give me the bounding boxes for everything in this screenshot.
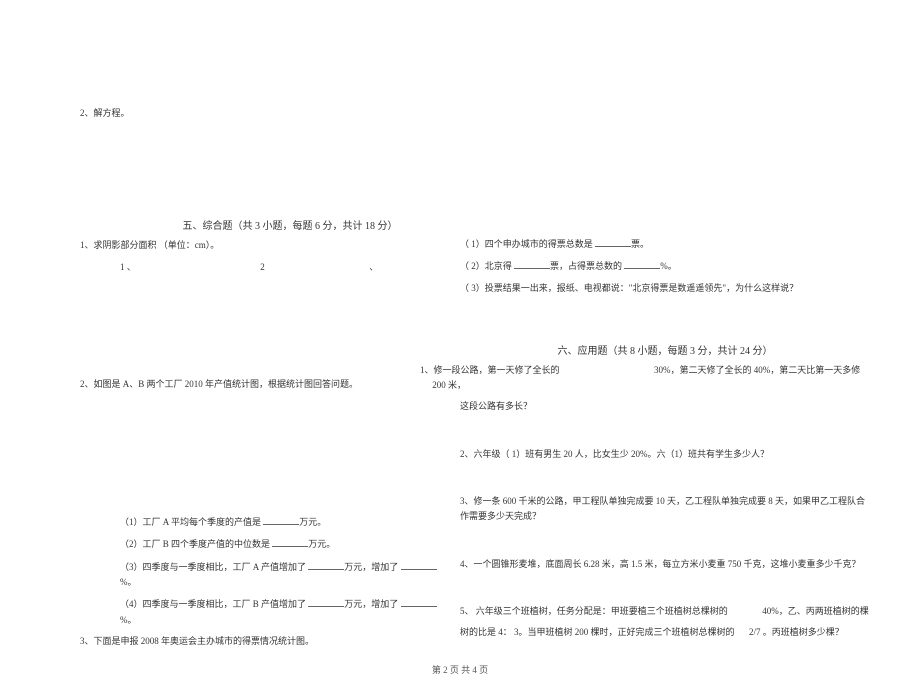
q5-2-3a: （3）四季度与一季度相比，工厂 A 产值增加了 [120, 562, 308, 572]
r-1: （ 1）四个申办城市的得票总数是 票。 [460, 236, 870, 252]
q5-1-sep: 、 [369, 262, 378, 272]
q5-2-3b: 万元，增加了 [344, 562, 400, 572]
blank [272, 536, 308, 547]
r-2: （ 2）北京得 票，占得票总数的 %。 [460, 258, 870, 274]
r-3: （ 3）投票结果一出来，报纸、电视都说："北京得票是数遥遥领先"，为什么这样说？ [460, 281, 870, 296]
r-1b: 票。 [631, 239, 649, 249]
section-5-title: 五、综合题（共 3 小题，每题 6 分，共计 18 分） [140, 217, 440, 232]
q6-1d: 这段公路有多长？ [460, 399, 870, 414]
q6-1: 1、修一段公路，第一天修了全长的 30%，第二天修了全长的 40%，第二天比第一… [420, 363, 870, 394]
q5-1: 1、求阴影部分面积 （单位：cm）。 [80, 238, 440, 253]
q6-5a: 5、 六年级三个班植树，任务分配是：甲班要植三个班植树总棵树的 [460, 606, 728, 616]
q5-3: 3、下面是申报 2008 年奥运会主办城市的得票情况统计图。 [80, 634, 440, 649]
blank [401, 596, 437, 607]
q5-2-4a: （4）四季度与一季度相比，工厂 B 产值增加了 [120, 599, 308, 609]
blank [263, 514, 299, 525]
blank [624, 258, 660, 269]
blank [308, 559, 344, 570]
q5-2-4: （4）四季度与一季度相比，工厂 B 产值增加了 万元，增加了 %。 [120, 596, 440, 628]
q5-2-2b: 万元。 [308, 539, 335, 549]
section-6-title: 六、应用题（共 8 小题，每题 3 分，共计 24 分） [460, 342, 870, 357]
q5-2: 2、如图是 A、B 两个工厂 2010 年产值统计图，根据统计图回答问题。 [80, 377, 440, 392]
q6-1a: 1、修一段公路，第一天修了全长的 [420, 365, 560, 375]
blank [401, 559, 437, 570]
q6-5d: 2/7 。丙班植树多少棵？ [749, 627, 844, 637]
q5-2-1a: （1）工厂 A 平均每个季度的产值是 [120, 517, 263, 527]
r-2a: （ 2）北京得 [460, 261, 514, 271]
q6-5c: 树的比是 4： 3。当甲班植树 200 棵时，正好完成三个班植树总棵树的 [460, 627, 735, 637]
q5-1-sub1: 1 、 [120, 262, 136, 272]
q5-2-3c: %。 [120, 577, 137, 587]
q2-solve-equation: 2、解方程。 [80, 106, 440, 121]
left-column: 2、解方程。 五、综合题（共 3 小题，每题 6 分，共计 18 分） 1、求阴… [80, 100, 440, 655]
q5-2-2: （2）工厂 B 四个季度产值的中位数是 万元。 [120, 536, 440, 552]
q5-2-4c: %。 [120, 615, 137, 625]
r-2c: %。 [660, 261, 677, 271]
right-column: （ 1）四个申办城市的得票总数是 票。 （ 2）北京得 票，占得票总数的 %。 … [460, 230, 870, 647]
q6-4: 4、一个圆锥形麦堆，底面周长 6.28 米，高 1.5 米，每立方米小麦重 75… [460, 557, 870, 572]
page-footer: 第 2 页 共 4 页 [0, 663, 920, 676]
blank [595, 236, 631, 247]
r-2b: 票，占得票总数的 [550, 261, 624, 271]
q6-5-line2: 树的比是 4： 3。当甲班植树 200 棵时，正好完成三个班植树总棵树的 2/7… [460, 625, 870, 640]
blank [514, 258, 550, 269]
q6-2: 2、六年级（ 1）班有男生 20 人，比女生少 20%。六（1）班共有学生多少人… [460, 447, 870, 462]
q5-1-subs: 1 、 2 、 [120, 260, 440, 275]
q5-2-2a: （2）工厂 B 四个季度产值的中位数是 [120, 539, 272, 549]
blank [308, 596, 344, 607]
q6-1c: 200 米， [432, 380, 466, 390]
q5-2-3: （3）四季度与一季度相比，工厂 A 产值增加了 万元，增加了 %。 [120, 559, 440, 591]
q5-2-1: （1）工厂 A 平均每个季度的产值是 万元。 [120, 514, 440, 530]
q5-1-sub2: 2 [260, 262, 265, 272]
q6-5-line1: 5、 六年级三个班植树，任务分配是：甲班要植三个班植树总棵树的 40%，乙、丙两… [460, 604, 870, 619]
q6-3: 3、修一条 600 千米的公路，甲工程队单独完成要 10 天，乙工程队单独完成要… [460, 494, 870, 525]
q6-5b: 40%，乙、丙两班植树的棵 [762, 606, 869, 616]
r-1a: （ 1）四个申办城市的得票总数是 [460, 239, 595, 249]
page: 2、解方程。 五、综合题（共 3 小题，每题 6 分，共计 18 分） 1、求阴… [0, 0, 920, 686]
q5-2-4b: 万元，增加了 [344, 599, 400, 609]
q5-2-1b: 万元。 [299, 517, 326, 527]
q6-1b: 30%，第二天修了全长的 40%，第二天比第一天多修 [654, 365, 860, 375]
